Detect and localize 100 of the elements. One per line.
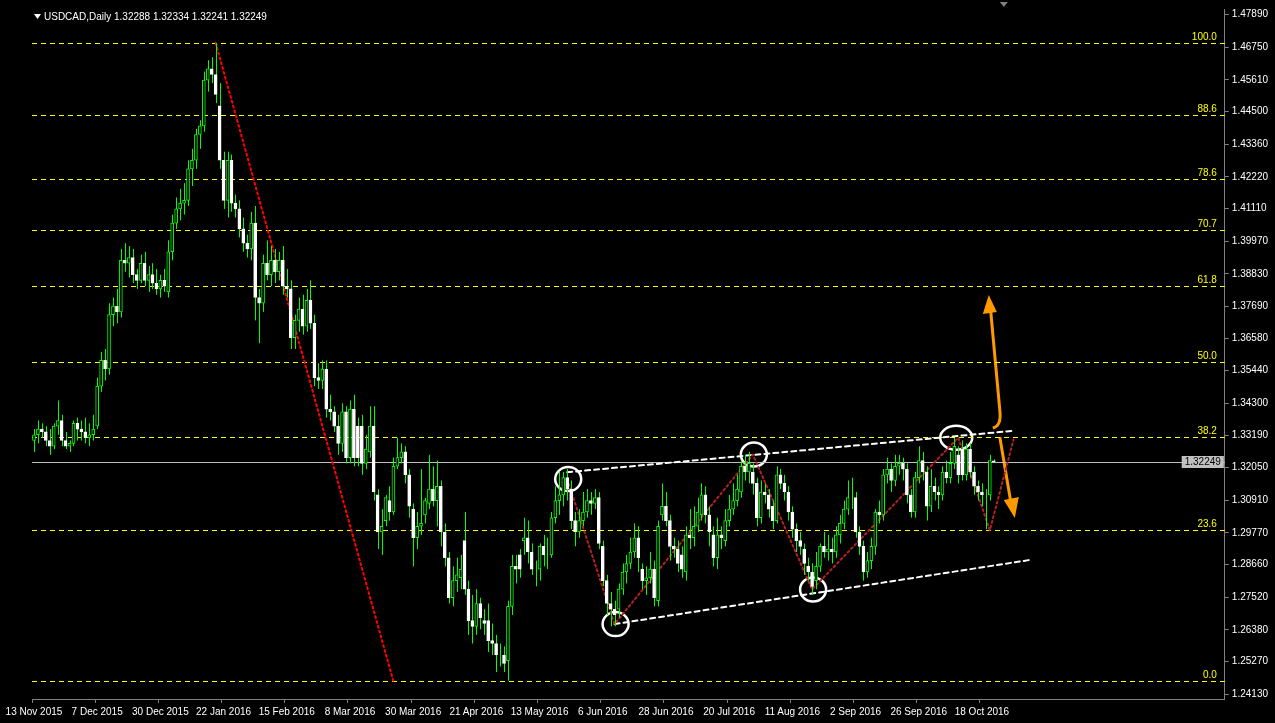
- candlestick: [265, 239, 269, 281]
- candlestick: [83, 417, 88, 444]
- candlestick: [561, 471, 566, 507]
- candlestick: [273, 248, 277, 284]
- candlestick: [589, 491, 593, 516]
- y-tick-label: 1.34300: [1231, 397, 1269, 409]
- candlestick: [403, 445, 408, 484]
- candlestick: [814, 551, 818, 590]
- candlestick: [103, 348, 107, 381]
- candlestick: [47, 428, 52, 456]
- candlestick: [115, 288, 119, 324]
- candlestick: [111, 297, 115, 327]
- ref-line-label: 88.6: [1197, 103, 1218, 115]
- candlestick: [517, 548, 522, 579]
- candlestick: [956, 445, 961, 484]
- y-tick-label: 1.36580: [1231, 331, 1269, 343]
- candlestick: [36, 419, 40, 444]
- candlestick: [573, 511, 577, 547]
- candlestick: [648, 551, 652, 584]
- candlestick: [174, 196, 178, 230]
- y-tick-label: 1.37690: [1231, 300, 1269, 312]
- candlestick: [162, 268, 167, 293]
- y-tick-label: 1.25270: [1231, 655, 1269, 667]
- candlestick: [482, 608, 487, 636]
- x-tick-label: 18 Oct 2016: [954, 705, 1010, 717]
- candlestick: [640, 562, 645, 590]
- y-tick-label: 1.24130: [1231, 687, 1269, 699]
- candlestick: [731, 482, 735, 516]
- candlestick: [190, 148, 194, 187]
- candlestick: [735, 474, 739, 507]
- x-tick-label: 8 Mar 2016: [324, 705, 376, 717]
- candlestick: [87, 422, 92, 447]
- y-tick-label: 1.39970: [1231, 234, 1269, 246]
- candlestick: [336, 414, 340, 456]
- candlestick: [897, 454, 901, 476]
- x-tick-label: 21 Apr 2016: [449, 705, 504, 717]
- candlestick: [893, 454, 897, 487]
- candlestick: [664, 491, 668, 527]
- candlestick: [277, 251, 281, 281]
- candlestick: [332, 405, 336, 433]
- candlestick: [490, 623, 494, 656]
- candlestick: [320, 359, 325, 390]
- x-tick-label: 30 Mar 2016: [385, 705, 442, 717]
- y-tick-label: 1.33190: [1231, 428, 1269, 440]
- candlestick: [178, 188, 182, 221]
- candlestick: [885, 457, 889, 484]
- candlestick: [577, 508, 581, 539]
- x-tick-label: 6 Jun 2016: [578, 705, 628, 717]
- candlestick: [126, 245, 131, 279]
- chart-title: USDCAD,Daily 1.32288 1.32334 1.32241 1.32249: [44, 10, 268, 22]
- y-tick-label: 1.42220: [1231, 170, 1269, 182]
- candlestick: [478, 597, 483, 630]
- x-tick-label: 2 Sep 2016: [829, 705, 882, 717]
- x-tick-label: 22 Jan 2016: [196, 705, 252, 717]
- y-tick-label: 1.46750: [1231, 41, 1269, 53]
- ref-line-label: 100.0: [1191, 30, 1218, 42]
- candlestick: [727, 494, 731, 527]
- y-tick-label: 1.30910: [1231, 494, 1269, 506]
- candlestick: [502, 645, 506, 673]
- candlestick: [810, 562, 814, 596]
- x-tick-label: 15 Feb 2016: [258, 705, 316, 717]
- ref-line-label: 1.32249: [1184, 455, 1222, 467]
- y-tick-label: 1.26380: [1231, 623, 1269, 635]
- x-tick-label: 26 Sep 2016: [890, 705, 948, 717]
- candlestick: [91, 414, 96, 441]
- ref-line-label: 61.8: [1197, 274, 1218, 286]
- ref-line-label: 70.7: [1197, 217, 1218, 229]
- candlestick: [976, 480, 980, 502]
- y-tick-label: 1.43360: [1231, 138, 1269, 149]
- candlestick: [427, 454, 431, 510]
- y-tick-label: 1.38830: [1231, 267, 1269, 279]
- candlestick: [557, 471, 562, 516]
- candlestick: [130, 248, 135, 284]
- y-tick-label: 1.35440: [1231, 364, 1269, 376]
- ref-line-label: 0.0: [1202, 668, 1218, 680]
- candlestick: [747, 451, 751, 484]
- candlestick: [968, 442, 972, 479]
- y-tick-label: 1.41110: [1231, 202, 1267, 214]
- x-tick-label: 13 May 2016: [510, 705, 569, 717]
- candlestick: [241, 216, 246, 253]
- y-tick-label: 1.29770: [1231, 526, 1269, 538]
- candlestick: [889, 462, 893, 493]
- ref-line-label: 38.2: [1197, 424, 1218, 436]
- candlestick: [585, 488, 589, 519]
- y-tick-label: 1.45610: [1231, 73, 1269, 85]
- candlestick: [419, 468, 423, 536]
- candlestick: [399, 442, 404, 464]
- candlestick: [257, 288, 261, 344]
- candlestick: [431, 465, 435, 507]
- y-tick-label: 1.32050: [1231, 461, 1269, 473]
- candlestick: [794, 522, 799, 553]
- x-tick-label: 11 Aug 2016: [764, 705, 821, 717]
- candlestick: [660, 482, 664, 522]
- candlestick: [636, 525, 641, 573]
- candlestick: [715, 517, 720, 570]
- x-tick-label: 20 Jul 2016: [703, 705, 756, 717]
- y-tick-label: 1.28660: [1231, 558, 1269, 570]
- candlestick: [972, 465, 976, 496]
- candlestick: [32, 428, 36, 453]
- candlestick: [822, 531, 826, 559]
